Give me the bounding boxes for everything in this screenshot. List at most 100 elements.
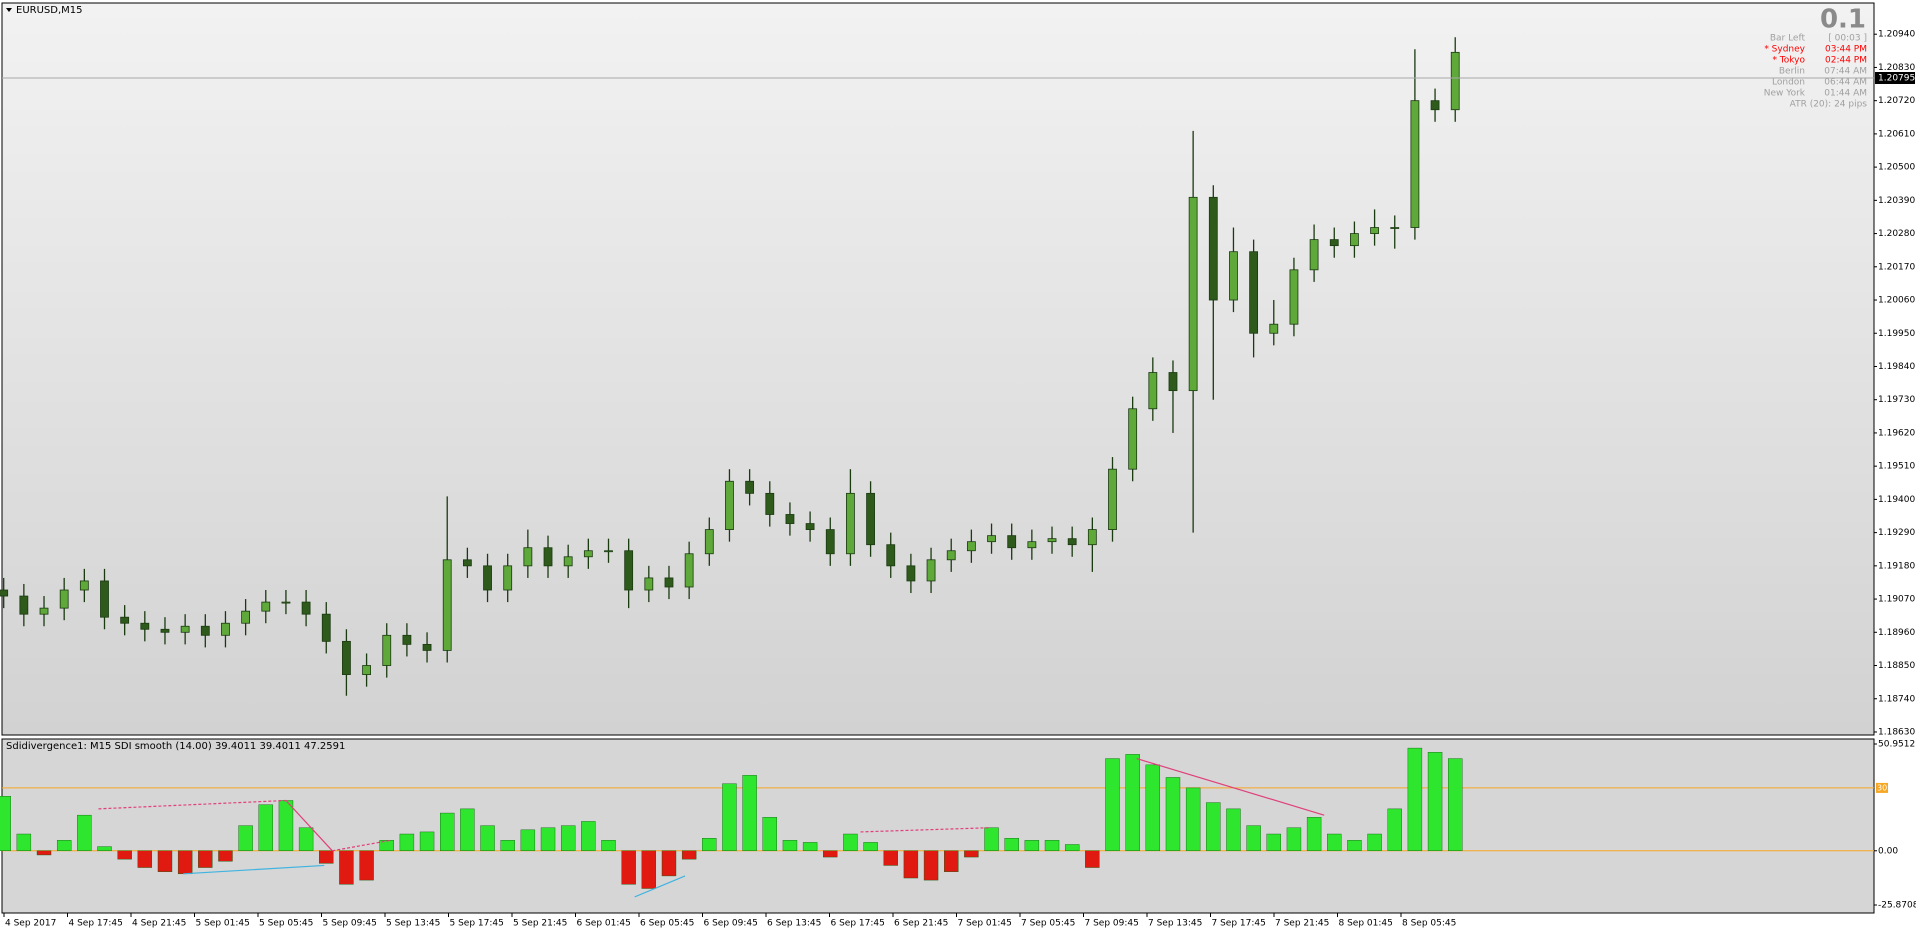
- histogram-bar: [742, 775, 757, 851]
- y-tick-label: 1.20940: [1878, 30, 1915, 40]
- candle-body: [946, 550, 956, 561]
- candle-body: [160, 628, 170, 633]
- candle-body: [1289, 269, 1299, 325]
- histogram-bar: [298, 827, 314, 851]
- candle-body: [140, 622, 150, 630]
- info-value: 01:44 AM: [1824, 89, 1867, 99]
- candle-body: [1188, 196, 1198, 392]
- x-tick-label: 5 Sep 09:45: [323, 919, 377, 929]
- histogram-bar: [1145, 764, 1161, 851]
- y-tick-label: 1.19840: [1878, 362, 1915, 372]
- x-tick-label: 8 Sep 05:45: [1402, 919, 1456, 929]
- histogram-bar: [581, 821, 596, 851]
- info-value: 03:44 PM: [1825, 45, 1867, 55]
- x-tick-label: 5 Sep 13:45: [386, 919, 440, 929]
- y-tick-label: 1.20060: [1878, 296, 1915, 306]
- histogram-bar: [460, 808, 475, 851]
- candle-body: [1108, 468, 1117, 530]
- y-tick-label: 1.20280: [1878, 229, 1915, 239]
- histogram-bar: [1387, 808, 1402, 851]
- histogram-bar: [177, 850, 193, 875]
- candle-body: [1249, 251, 1259, 334]
- histogram-bar: [964, 850, 979, 858]
- histogram-bar: [480, 825, 495, 851]
- histogram-bar: [258, 804, 273, 851]
- x-tick-label: 4 Sep 17:45: [69, 919, 123, 929]
- candle-body: [100, 580, 109, 618]
- candle-body: [221, 622, 230, 636]
- menu-arrow[interactable]: [6, 8, 12, 12]
- divergence-line: [634, 875, 686, 898]
- candle-body: [987, 535, 996, 543]
- histogram-bar: [1367, 833, 1382, 851]
- histogram-bar: [1266, 833, 1281, 851]
- histogram-bar: [923, 850, 939, 881]
- x-tick-label: 6 Sep 21:45: [894, 919, 948, 929]
- candle-body: [261, 601, 271, 612]
- candle-body: [1410, 100, 1420, 228]
- candle-body: [1269, 323, 1279, 334]
- y-tick-label: 50.9512: [1878, 740, 1915, 750]
- candle-body: [362, 665, 371, 675]
- candle-body: [1148, 372, 1158, 410]
- histogram-bar: [1125, 754, 1140, 851]
- x-tick-label: 7 Sep 01:45: [958, 919, 1012, 929]
- histogram-bar: [1206, 802, 1221, 851]
- histogram-bar: [883, 850, 898, 866]
- info-value: 02:44 PM: [1825, 56, 1867, 66]
- candle-body: [1309, 239, 1319, 271]
- histogram-bar: [36, 850, 52, 856]
- histogram-bar: [843, 833, 858, 851]
- symbol-title: EURUSD,M15: [16, 5, 82, 16]
- x-tick-label: 4 Sep 2017: [5, 919, 56, 929]
- candle-body: [644, 577, 654, 591]
- x-tick-label: 6 Sep 17:45: [831, 919, 885, 929]
- candle-body: [1047, 538, 1057, 543]
- candle-body: [1027, 541, 1037, 549]
- histogram-bar: [319, 850, 334, 864]
- histogram-bar: [1327, 833, 1342, 851]
- y-tick-label: 1.19620: [1878, 428, 1915, 438]
- histogram-bar: [56, 840, 72, 851]
- candle-body: [1128, 408, 1138, 470]
- histogram-bar: [560, 825, 576, 851]
- divergence-line: [860, 827, 990, 833]
- histogram-bar: [198, 850, 213, 868]
- histogram-bar: [722, 783, 737, 851]
- candle-body: [785, 514, 795, 524]
- y-tick-label: 1.19510: [1878, 462, 1915, 472]
- candle-body: [1430, 100, 1440, 111]
- candle-body: [523, 547, 533, 567]
- candle-body: [1067, 538, 1077, 546]
- level-label: 30: [1877, 783, 1887, 792]
- y-tick-label: 1.18630: [1878, 727, 1915, 737]
- candle-body: [745, 480, 755, 494]
- candle-body: [1208, 196, 1218, 301]
- histogram-bar: [1105, 758, 1120, 851]
- x-tick-label: 6 Sep 13:45: [767, 919, 821, 929]
- histogram-bar: [1286, 827, 1302, 851]
- candle-body: [886, 544, 896, 567]
- candle-body: [1168, 372, 1178, 392]
- histogram-bar: [984, 827, 999, 851]
- y-tick-label: 1.20500: [1878, 163, 1915, 173]
- candle-body: [1450, 51, 1460, 111]
- y-tick-label: 1.18740: [1878, 694, 1915, 704]
- histogram-bar: [1306, 817, 1322, 851]
- histogram-bar: [399, 833, 415, 851]
- y-tick-label: 1.20610: [1878, 129, 1915, 139]
- histogram-bar: [218, 850, 233, 862]
- candle-body: [583, 550, 593, 558]
- x-tick-label: 5 Sep 05:45: [259, 919, 313, 929]
- histogram-bar: [16, 833, 32, 851]
- spread: 0.1: [1820, 5, 1866, 35]
- histogram-bar: [661, 850, 677, 877]
- histogram-bar: [1024, 840, 1040, 851]
- info-value: 06:44 AM: [1824, 78, 1867, 88]
- histogram-bar: [77, 814, 92, 851]
- y-tick-label: 1.20720: [1878, 96, 1915, 106]
- indicator-title: Sdidivergence1: M15 SDI smooth (14.00) 3…: [6, 741, 345, 752]
- info-name: Bar Left: [1770, 34, 1806, 44]
- candle-body: [684, 553, 694, 588]
